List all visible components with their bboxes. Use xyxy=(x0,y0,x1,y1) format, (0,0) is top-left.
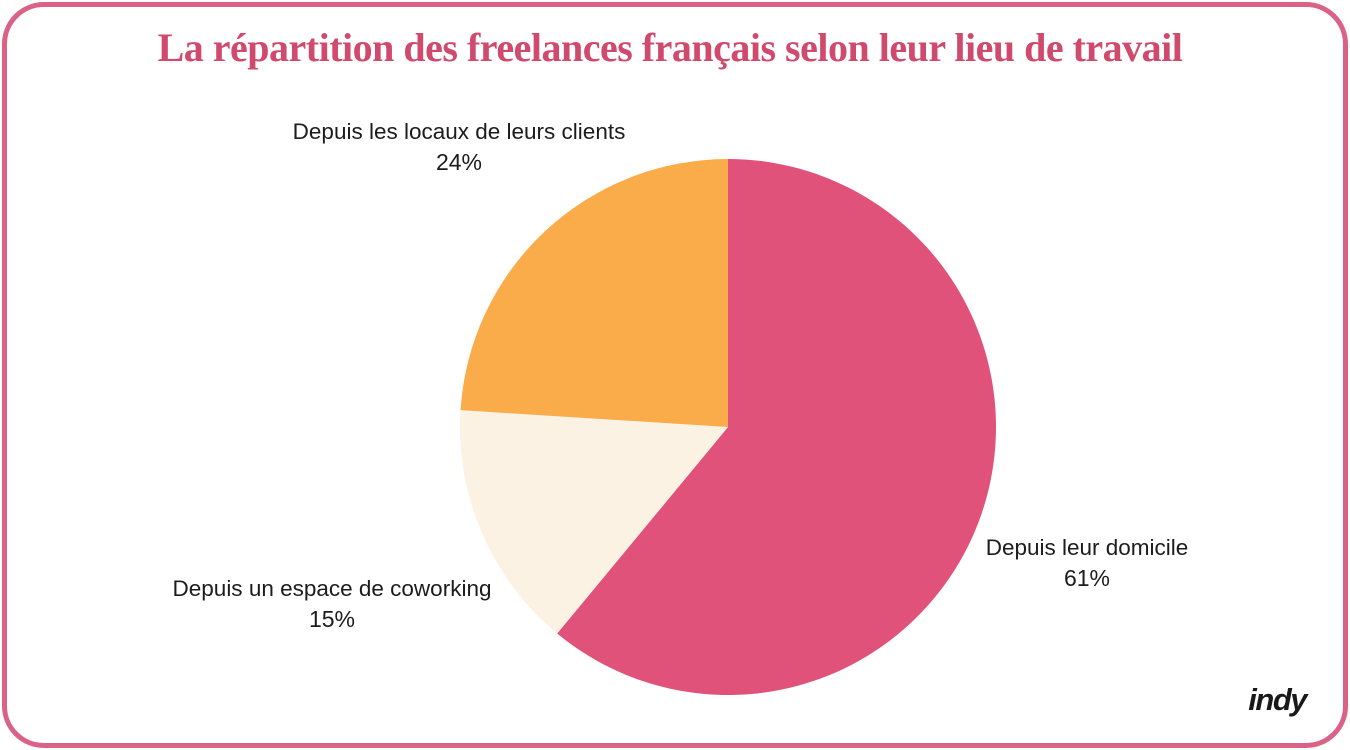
slice-value-clients: 24% xyxy=(435,149,483,175)
pie-chart xyxy=(460,159,996,695)
slice-label-clients: Depuis les locaux de leurs clients 24% xyxy=(293,116,626,178)
slice-value-domicile: 61% xyxy=(1063,565,1111,591)
slice-label-domicile-text: Depuis leur domicile xyxy=(985,535,1189,560)
slice-label-coworking-text: Depuis un espace de coworking xyxy=(172,576,492,601)
pie-slice-domicile xyxy=(557,159,996,695)
slice-label-clients-text: Depuis les locaux de leurs clients xyxy=(292,119,626,144)
page-title: La répartition des freelances français s… xyxy=(157,25,1183,70)
slice-value-coworking: 15% xyxy=(308,606,356,632)
slice-label-domicile: Depuis leur domicile 61% xyxy=(986,532,1189,594)
pie-svg xyxy=(460,159,996,695)
indy-logo: indy xyxy=(1248,682,1307,717)
pie-slice-clients xyxy=(460,159,728,427)
slice-label-coworking: Depuis un espace de coworking 15% xyxy=(173,573,492,635)
pie-slice-coworking xyxy=(460,410,728,634)
